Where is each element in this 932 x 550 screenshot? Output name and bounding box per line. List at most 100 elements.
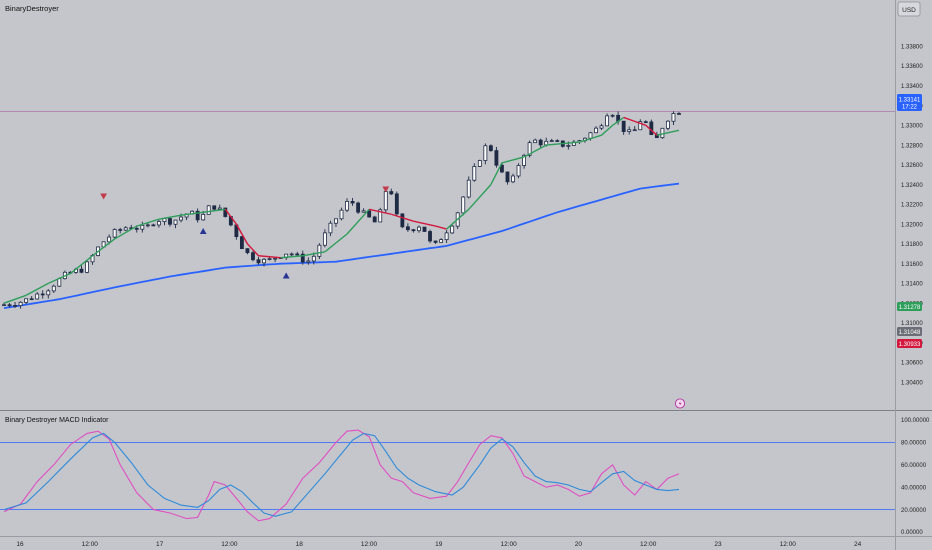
price-tick-label: 1.31400 xyxy=(901,282,923,288)
trailing-line-segment xyxy=(246,243,260,257)
candle-body xyxy=(500,164,504,173)
symbol-title[interactable]: BinaryDestroyer xyxy=(5,4,59,13)
indicator-title[interactable]: Binary Destroyer MACD Indicator xyxy=(5,417,109,424)
candle-body xyxy=(195,210,200,221)
candle-body xyxy=(588,132,593,139)
trailing-line-segment xyxy=(501,159,514,164)
time-tick-label: 18 xyxy=(296,541,304,548)
trailing-line-segment xyxy=(180,211,204,216)
trailing-line-segment xyxy=(258,255,281,259)
trailing-line-segment xyxy=(579,134,602,143)
trailing-line-segment xyxy=(623,116,647,126)
trailing-line-segment xyxy=(523,144,547,158)
trailing-line-segment xyxy=(235,223,249,245)
currency-button[interactable]: USD xyxy=(897,1,921,17)
currency-label[interactable]: USD xyxy=(902,7,916,14)
trailing-line-layer xyxy=(3,116,680,304)
candle-body xyxy=(394,193,399,215)
candle-body xyxy=(472,166,477,181)
candle-body xyxy=(57,278,62,287)
time-tick-label: 24 xyxy=(854,541,862,548)
candle-body xyxy=(112,229,117,238)
candle-body xyxy=(217,207,222,210)
sell-signal-marker xyxy=(100,193,107,200)
candle-body xyxy=(7,304,12,307)
candle-body xyxy=(477,160,482,167)
candle-body xyxy=(439,239,444,243)
moving-average-layer xyxy=(3,182,680,309)
candle-body xyxy=(400,213,405,228)
trailing-line-segment xyxy=(391,213,414,222)
candle-body xyxy=(13,305,17,307)
trailing-line-segment xyxy=(25,282,49,296)
candle-body xyxy=(140,224,145,230)
candle-body xyxy=(24,298,29,303)
candle-body xyxy=(151,224,156,227)
candle-body xyxy=(671,113,676,122)
candle-body xyxy=(466,179,471,198)
buy-signal-marker xyxy=(199,228,207,235)
candle-body xyxy=(350,200,355,204)
candle-body xyxy=(627,129,632,132)
trailing-line-segment xyxy=(601,124,614,136)
candle-body xyxy=(405,226,410,231)
price-tick-label: 1.30600 xyxy=(901,361,923,367)
candle-body xyxy=(79,268,84,273)
candle-body xyxy=(256,259,261,264)
candle-body xyxy=(383,191,388,211)
candle-body xyxy=(666,120,670,129)
candle-body xyxy=(378,209,383,223)
trailing-line-segment xyxy=(346,208,370,235)
candle-body xyxy=(289,253,294,256)
candle-body xyxy=(444,232,449,241)
candle-body xyxy=(306,260,311,263)
time-tick-label: 20 xyxy=(575,541,583,548)
signals-layer xyxy=(100,186,390,279)
candle-body xyxy=(35,293,40,300)
candle-body xyxy=(483,145,488,161)
trailing-line-segment xyxy=(224,208,237,225)
trailing-line-segment xyxy=(114,225,138,240)
price-tick-label: 1.30400 xyxy=(901,380,923,386)
oscillator-tick-label: 80.00000 xyxy=(901,441,927,447)
oscillator-layer xyxy=(3,429,680,522)
price-tick-label: 1.32400 xyxy=(901,183,923,189)
currency-button-bg[interactable] xyxy=(897,1,921,17)
oscillator-slow-line xyxy=(3,432,680,517)
time-tick-label: 12:00 xyxy=(500,541,517,548)
candle-body xyxy=(488,145,493,151)
time-tick-label: 16 xyxy=(16,541,24,548)
price-tick-label: 1.33600 xyxy=(901,64,923,70)
trailing-line-segment xyxy=(435,225,447,230)
trailing-line-segment xyxy=(645,124,658,136)
red-level-badge: 1.30933 xyxy=(897,339,922,348)
price-tick-label: 1.32000 xyxy=(901,222,923,228)
trailing-line-segment xyxy=(369,208,392,215)
trailing-line-segment xyxy=(468,184,492,210)
candle-body xyxy=(677,113,681,115)
lightning-icon xyxy=(678,400,682,407)
candle-body xyxy=(173,219,178,225)
candle-body xyxy=(206,205,211,215)
candle-body xyxy=(251,252,255,261)
candle-body xyxy=(273,257,278,260)
candle-body xyxy=(201,213,206,221)
candle-body xyxy=(621,120,626,132)
candle-body xyxy=(179,216,183,221)
last-price-badge: 1.33141 17:22 xyxy=(897,94,922,111)
candle-body xyxy=(555,140,560,142)
oscillator-tick-label: 20.00000 xyxy=(901,508,927,514)
candle-body xyxy=(85,261,89,273)
candle-body xyxy=(594,127,598,134)
time-tick-label: 23 xyxy=(714,541,722,548)
trailing-line-segment xyxy=(136,218,160,227)
candle-body xyxy=(18,301,23,307)
oscillator-tick-label: 100.00000 xyxy=(901,418,930,424)
candle-body xyxy=(361,210,366,213)
countdown-value: 17:22 xyxy=(902,105,918,111)
candle-body xyxy=(107,236,112,243)
alert-icon[interactable] xyxy=(674,398,686,409)
trailing-line-segment xyxy=(490,162,503,185)
time-tick-label: 17 xyxy=(156,541,164,548)
